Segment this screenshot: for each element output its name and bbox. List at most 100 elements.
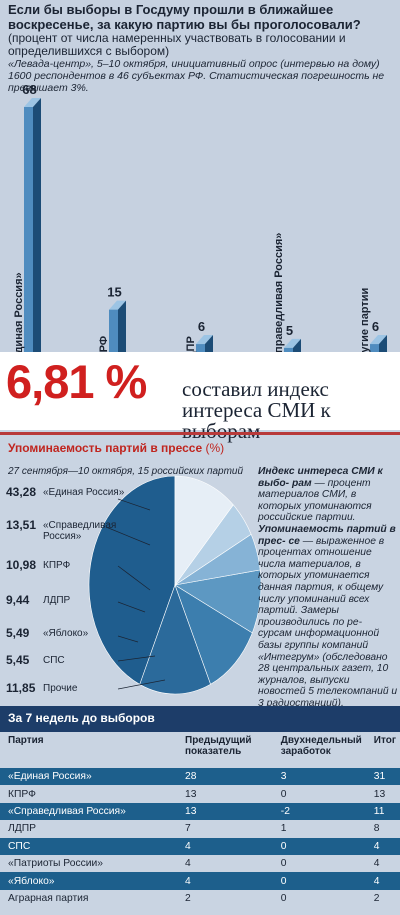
cell-previous: 4 bbox=[181, 837, 277, 855]
cell-total: 4 bbox=[369, 854, 400, 873]
pie-label-value: 9,44 bbox=[6, 593, 30, 607]
bar-top bbox=[284, 338, 301, 348]
press-period: 27 сентября—10 октября, 15 российских па… bbox=[8, 466, 244, 477]
bar-value: 15 bbox=[107, 285, 121, 300]
pie-label-value: 5,45 bbox=[6, 653, 30, 667]
weeks-table: Партия Предыдущий показатель Двухнедельн… bbox=[0, 732, 400, 908]
cell-total: 13 bbox=[369, 785, 400, 803]
bar-label: «Единая Россия» bbox=[13, 272, 25, 367]
table-row: Аграрная партия 2 0 2 bbox=[0, 889, 400, 908]
table-row: «Патриоты России» 4 0 4 bbox=[0, 854, 400, 873]
bar-0 bbox=[24, 98, 41, 367]
definitions: Индекс интереса СМИ к выбо- рам — процен… bbox=[258, 466, 398, 709]
table-row: СПС 4 0 4 bbox=[0, 837, 400, 855]
pie-label-value: 5,49 bbox=[6, 626, 30, 640]
pie-slice bbox=[174, 475, 234, 586]
cell-gain: 0 bbox=[276, 854, 370, 873]
cell-previous: 7 bbox=[181, 820, 277, 838]
bar-side bbox=[118, 300, 126, 367]
bar-value: 5 bbox=[286, 323, 293, 338]
cell-gain: 0 bbox=[276, 785, 370, 803]
cell-previous: 4 bbox=[181, 872, 277, 890]
cell-gain: -2 bbox=[276, 802, 370, 821]
cell-previous: 13 bbox=[181, 802, 277, 821]
bar-label: Другие партии bbox=[359, 288, 371, 367]
table-row: «Яблоко» 4 0 4 bbox=[0, 872, 400, 890]
pie-label-name: СПС bbox=[43, 655, 65, 666]
pie-slice bbox=[139, 584, 211, 695]
def-text-2: — выраженное в процентах отношение числа… bbox=[258, 535, 398, 709]
poll-note: «Левада-центр», 5–10 октября, инициативн… bbox=[8, 58, 385, 94]
bar-value: 68 bbox=[22, 82, 36, 97]
pie-label-name: «Яблоко» bbox=[43, 628, 89, 639]
weeks-title: За 7 недель до выборов bbox=[8, 711, 155, 725]
cell-party: «Яблоко» bbox=[0, 872, 182, 890]
cell-total: 31 bbox=[369, 768, 400, 786]
cell-total: 4 bbox=[369, 837, 400, 855]
pie-label-name: Прочие bbox=[43, 683, 78, 694]
table-row: «Единая Россия» 28 3 31 bbox=[0, 768, 400, 786]
press-pie-chart bbox=[88, 475, 262, 695]
col-previous: Предыдущий показатель bbox=[181, 732, 277, 768]
bar-top bbox=[109, 300, 126, 310]
bar-top bbox=[24, 98, 41, 107]
cell-party: Аграрная партия bbox=[0, 889, 182, 908]
pie-leader-line bbox=[117, 498, 151, 511]
cell-party: «Единая Россия» bbox=[0, 768, 182, 786]
weeks-table-header: Партия Предыдущий показатель Двухнедельн… bbox=[0, 732, 400, 768]
pie-leader-line bbox=[105, 526, 151, 546]
bar-front bbox=[24, 107, 33, 367]
cell-gain: 0 bbox=[276, 837, 370, 855]
table-row: «Справедливая Россия» 13 -2 11 bbox=[0, 802, 400, 821]
pie-leader-line bbox=[117, 601, 146, 613]
pie-label-value: 13,51 bbox=[6, 518, 37, 532]
table-row: КПРФ 13 0 13 bbox=[0, 785, 400, 803]
bar-value: 6 bbox=[372, 319, 379, 334]
poll-subtitle: (процент от числа намеренных участвовать… bbox=[8, 31, 346, 58]
pie-leader-line bbox=[117, 565, 151, 591]
media-index-text: составил индекс интереса СМИ к выборам bbox=[182, 377, 331, 443]
pie-label-value: 43,28 bbox=[6, 485, 37, 499]
bar-top bbox=[370, 335, 387, 345]
pie-label-name: КПРФ bbox=[43, 560, 71, 571]
def-text-1: — процент материалов СМИ, в которых упом… bbox=[258, 477, 372, 524]
cell-previous: 4 bbox=[181, 854, 277, 873]
cell-total: 2 bbox=[369, 889, 400, 908]
bar-1 bbox=[109, 300, 126, 367]
def-term-2: Упоминаемость партий в прес- се bbox=[258, 523, 396, 547]
bar-side bbox=[33, 98, 41, 367]
pie-leader-line bbox=[117, 635, 139, 643]
pie-leader-line bbox=[117, 655, 156, 662]
poll-section bbox=[0, 0, 400, 403]
pie-label-name: «Справедливая Россия» bbox=[43, 520, 117, 542]
pie-label-value: 10,98 bbox=[6, 558, 37, 572]
table-row: ЛДПР 7 1 8 bbox=[0, 820, 400, 838]
bar-front bbox=[109, 309, 118, 367]
media-index-banner bbox=[0, 352, 400, 430]
pie-slice bbox=[88, 475, 176, 685]
press-title-text: Упоминаемость партий в прессе bbox=[8, 441, 203, 455]
cell-total: 11 bbox=[369, 802, 400, 821]
pie-slice bbox=[174, 584, 253, 685]
cell-party: СПС bbox=[0, 837, 182, 855]
col-gain: Двухнедельный заработок bbox=[276, 732, 370, 768]
cell-gain: 0 bbox=[276, 872, 370, 890]
press-title-unit: (%) bbox=[205, 441, 225, 455]
cell-gain: 3 bbox=[276, 768, 370, 786]
cell-gain: 0 bbox=[276, 889, 370, 908]
cell-previous: 28 bbox=[181, 768, 277, 786]
cell-party: «Справедливая Россия» bbox=[0, 802, 182, 821]
pie-label-name: ЛДПР bbox=[43, 595, 71, 606]
pie-leader-line bbox=[117, 679, 166, 690]
col-total: Итог bbox=[369, 732, 400, 768]
weeks-header bbox=[0, 706, 400, 732]
cell-party: «Патриоты России» bbox=[0, 854, 182, 873]
def-term-1: Индекс интереса СМИ к выбо- рам bbox=[258, 466, 383, 489]
bar-value: 6 bbox=[198, 319, 205, 334]
media-index-number: 6,81 % bbox=[6, 355, 147, 408]
press-title: Упоминаемость партий в прессе (%) bbox=[8, 441, 224, 455]
cell-gain: 1 bbox=[276, 820, 370, 838]
cell-previous: 13 bbox=[181, 785, 277, 803]
cell-party: ЛДПР bbox=[0, 820, 182, 838]
cell-total: 8 bbox=[369, 820, 400, 838]
